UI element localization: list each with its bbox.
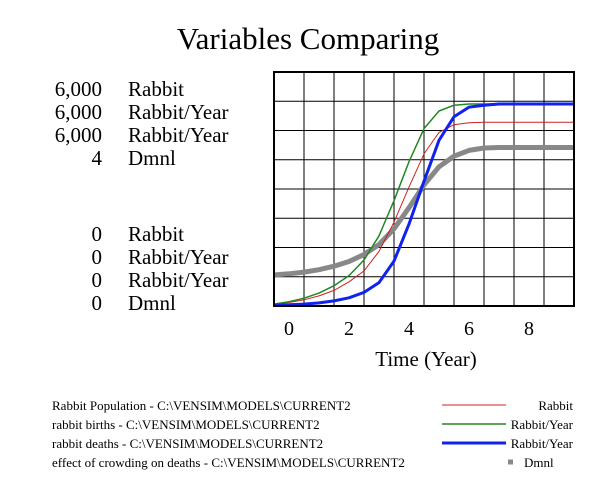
legend: Rabbit Population - C:\VENSIM\MODELS\CUR… [52, 398, 574, 470]
legend-series-unit: Rabbit/Year [511, 436, 574, 451]
x-tick-label: 6 [464, 318, 474, 340]
x-tick-label: 4 [404, 318, 414, 340]
legend-series-unit: Rabbit/Year [511, 417, 574, 432]
legend-series-name: Rabbit Population - C:\VENSIM\MODELS\CUR… [52, 398, 351, 413]
y-scale-max-unit: Rabbit [128, 77, 184, 101]
series-line [273, 121, 574, 305]
legend-series-name: effect of crowding on deaths - C:\VENSIM… [52, 455, 405, 470]
y-scale-max-unit: Rabbit/Year [128, 123, 229, 147]
y-scale-min-unit: Rabbit/Year [128, 245, 229, 269]
y-scale-min-value: 0 [92, 245, 103, 269]
legend-series-name: rabbit deaths - C:\VENSIM\MODELS\CURRENT… [52, 436, 323, 451]
y-scale-max-value: 4 [92, 146, 103, 170]
chart-title: Variables Comparing [177, 21, 440, 56]
y-scale-max-value: 6,000 [55, 123, 102, 147]
x-tick-label: 2 [344, 318, 354, 340]
y-scale-max-value: 6,000 [55, 77, 102, 101]
x-tick-label: 0 [284, 318, 294, 340]
legend-series-unit: Rabbit [538, 398, 573, 413]
y-scale-max-value: 6,000 [55, 100, 102, 124]
y-axis-scale-labels: 6,000 Rabbit 0 Rabbit 6,000 Rabbit/Year 0 Rabbi… [55, 77, 229, 315]
y-scale-min-value: 0 [92, 268, 103, 292]
y-scale-min-value: 0 [92, 222, 103, 246]
y-scale-max-unit: Dmnl [128, 146, 176, 170]
y-scale-min-unit: Rabbit [128, 222, 184, 246]
plot-frame [273, 71, 575, 307]
x-axis-tick-labels: 0 2 4 6 8 [284, 318, 534, 340]
legend-series-unit: Dmnl [524, 455, 554, 470]
y-scale-min-unit: Rabbit/Year [128, 268, 229, 292]
x-tick-label: 8 [524, 318, 534, 340]
y-scale-min-unit: Dmnl [128, 291, 176, 315]
series-line [273, 102, 574, 307]
y-scale-min-value: 0 [92, 291, 103, 315]
y-scale-max-unit: Rabbit/Year [128, 100, 229, 124]
legend-series-name: rabbit births - C:\VENSIM\MODELS\CURRENT… [52, 417, 320, 432]
plot-series [273, 102, 574, 307]
x-axis-label: Time (Year) [375, 347, 477, 371]
